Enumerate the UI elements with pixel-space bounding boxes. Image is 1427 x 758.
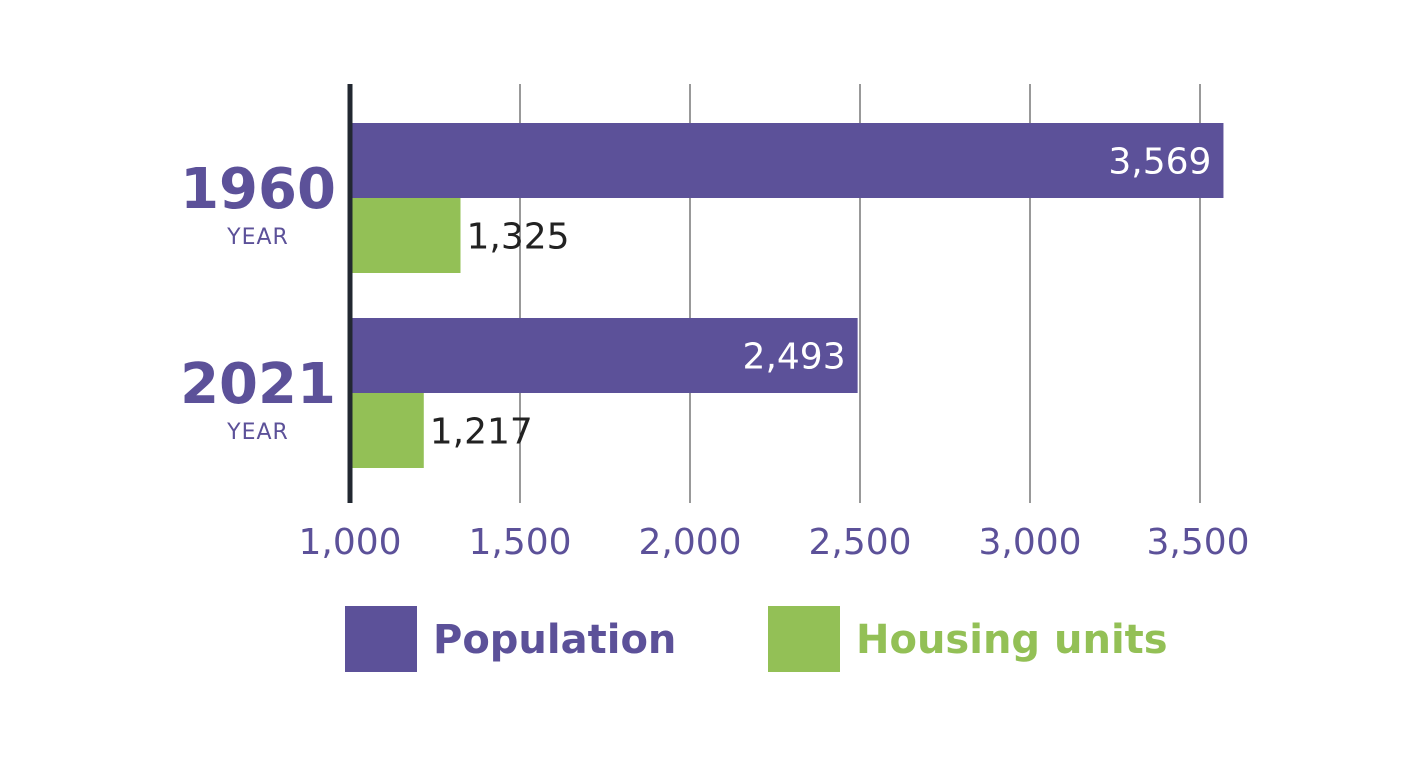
bar-housing-units-1960 xyxy=(350,198,461,273)
legend-swatch-population xyxy=(345,606,417,672)
x-axis-tick-labels: 1,000 1,500 2,000 2,500 3,000 3,500 xyxy=(298,522,1249,563)
category-label-2021: 2021 xyxy=(180,352,336,417)
category-sublabel: YEAR xyxy=(226,420,289,445)
x-tick-label-1500: 1,500 xyxy=(468,522,571,563)
x-tick-label-2500: 2,500 xyxy=(808,522,911,563)
x-tick-label-2000: 2,000 xyxy=(638,522,741,563)
x-tick-label-3500: 3,500 xyxy=(1146,522,1249,563)
bar-population-1960 xyxy=(350,123,1224,198)
bars: 3,569 1,325 2,493 1,217 xyxy=(350,123,1224,468)
bar-value-label: 1,217 xyxy=(430,412,533,453)
legend: Population Housing units xyxy=(345,606,1168,672)
category-label-1960: 1960 xyxy=(180,157,336,222)
category-sublabel: YEAR xyxy=(226,225,289,250)
legend-label-population: Population xyxy=(433,617,676,663)
x-tick-label-1000: 1,000 xyxy=(298,522,401,563)
bar-value-label: 1,325 xyxy=(467,217,570,258)
bar-population-2021 xyxy=(350,318,858,393)
bar-housing-units-2021 xyxy=(350,393,424,468)
x-tick-label-3000: 3,000 xyxy=(978,522,1081,563)
bar-value-label: 2,493 xyxy=(743,337,846,378)
legend-swatch-housing-units xyxy=(768,606,840,672)
legend-label-housing-units: Housing units xyxy=(856,617,1168,663)
bar-value-label: 3,569 xyxy=(1108,142,1211,183)
category-labels: 1960 YEAR 2021 YEAR xyxy=(180,157,336,445)
